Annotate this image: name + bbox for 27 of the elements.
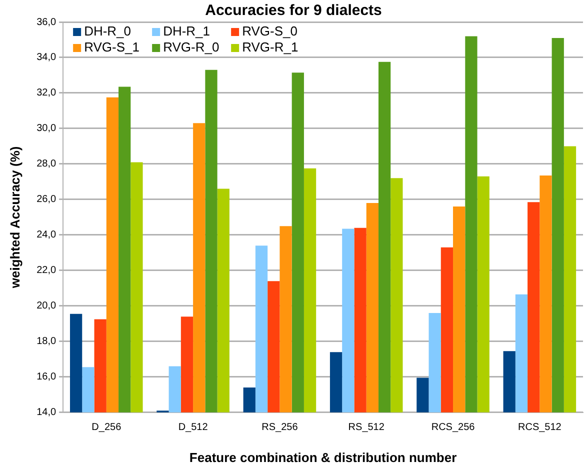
legend-label: DH-R_0 bbox=[84, 24, 132, 39]
x-tick-label: RS_256 bbox=[262, 422, 298, 434]
y-tick-label: 16,0 bbox=[36, 372, 56, 383]
x-tick-label: D_512 bbox=[178, 422, 208, 434]
y-tick-label: 36,0 bbox=[36, 16, 56, 28]
legend-label: DH-R_1 bbox=[163, 24, 210, 39]
legend-label: RVG-S_1 bbox=[84, 40, 140, 55]
y-tick-label: 34,0 bbox=[36, 52, 56, 64]
y-tick-label: 20,0 bbox=[36, 300, 56, 312]
y-tick-label: 18,0 bbox=[36, 336, 56, 348]
x-tick-label: RS_512 bbox=[348, 422, 385, 434]
legend-label: RVG-R_0 bbox=[163, 40, 220, 55]
y-tick-label: 26,0 bbox=[36, 194, 56, 206]
y-tick-label: 22,0 bbox=[36, 265, 56, 276]
x-axis-title: Feature combination & distribution number bbox=[189, 450, 457, 465]
x-tick-label: RCS_512 bbox=[518, 422, 562, 434]
x-tick-label: RCS_256 bbox=[431, 422, 476, 434]
y-tick-label: 32,0 bbox=[36, 88, 56, 99]
legend-label: RVG-R_1 bbox=[242, 40, 298, 55]
y-tick-label: 24,0 bbox=[36, 230, 56, 241]
y-tick-label: 30,0 bbox=[36, 123, 56, 134]
y-axis-title: weighted Accuracy (%) bbox=[7, 146, 22, 290]
x-tick-label: D_256 bbox=[92, 422, 122, 434]
y-tick-label: 28,0 bbox=[36, 158, 56, 170]
y-tick-label: 14,0 bbox=[36, 407, 56, 418]
legend-label: RVG-S_0 bbox=[242, 24, 298, 39]
chart-title: Accuracies for 9 dialects bbox=[205, 2, 382, 20]
